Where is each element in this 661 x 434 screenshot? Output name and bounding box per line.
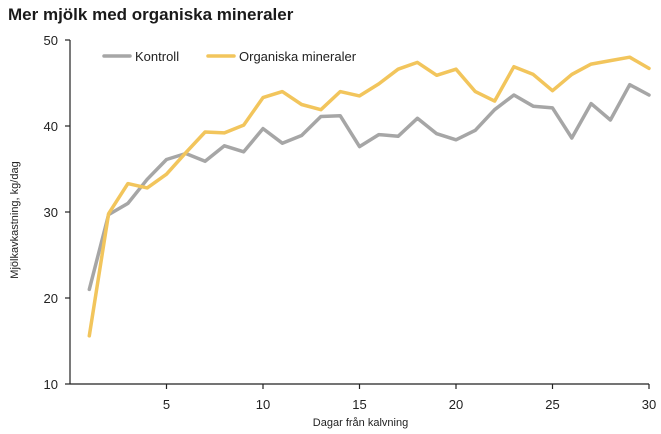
legend-label: Organiska mineraler <box>239 49 357 64</box>
x-tick-label: 30 <box>642 397 656 412</box>
y-tick-label: 20 <box>44 291 58 306</box>
y-tick-label: 50 <box>44 33 58 48</box>
legend: Kontroll Organiska mineraler <box>102 49 357 64</box>
y-tick-label: 40 <box>44 119 58 134</box>
x-tick-label: 10 <box>256 397 270 412</box>
y-axis-ticks: 10 20 30 40 50 <box>44 33 70 392</box>
x-axis-label: Dagar från kalvning <box>313 417 408 429</box>
chart-title: Mer mjölk med organiska mineraler <box>8 5 294 24</box>
series-layer <box>87 55 651 338</box>
x-tick-label: 25 <box>545 397 559 412</box>
y-tick-label: 30 <box>44 205 58 220</box>
series-line-kontroll <box>87 82 651 292</box>
x-tick-label: 5 <box>163 397 170 412</box>
series-line-organiska-mineraler <box>87 55 651 338</box>
y-axis-label: Mjölkavkastning, kg/dag <box>9 161 21 278</box>
x-tick-label: 20 <box>449 397 463 412</box>
x-tick-label: 15 <box>352 397 366 412</box>
x-axis-ticks: 5 10 15 20 25 30 <box>163 384 656 412</box>
legend-label: Kontroll <box>135 49 179 64</box>
y-tick-label: 10 <box>44 377 58 392</box>
